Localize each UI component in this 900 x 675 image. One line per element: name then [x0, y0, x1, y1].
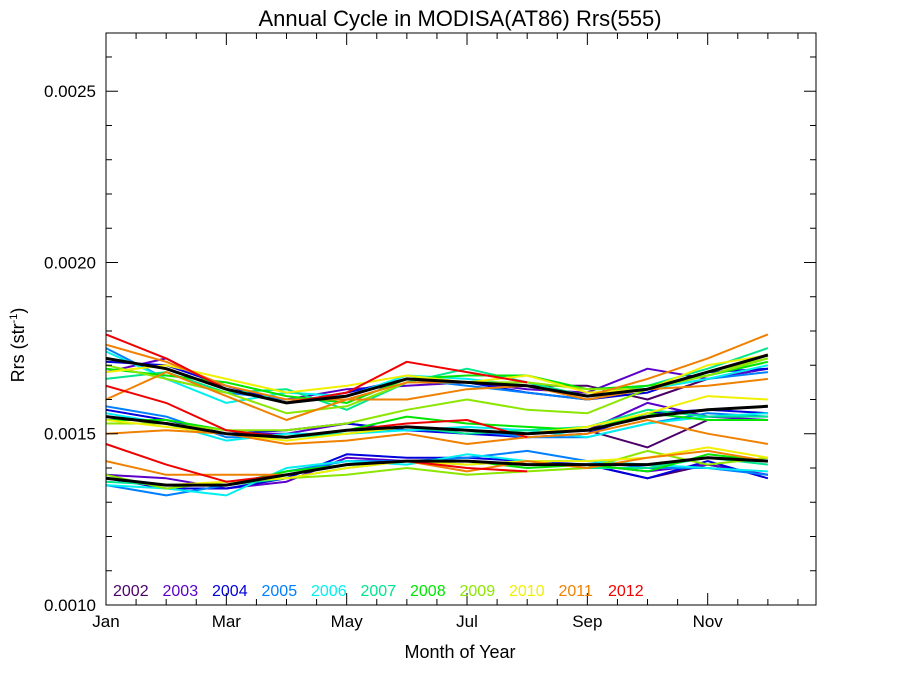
y-axis-label: Rrs (str-1): [8, 308, 28, 383]
legend-item-2012: 2012: [608, 583, 644, 600]
plot-frame: [105, 32, 817, 606]
x-axis-label: Month of Year: [404, 642, 515, 662]
legend-item-2003: 2003: [163, 583, 199, 600]
legend-item-2002: 2002: [113, 583, 149, 600]
legend-item-2006: 2006: [311, 583, 347, 600]
legend-item-2007: 2007: [361, 583, 397, 600]
legend-item-2011: 2011: [559, 583, 594, 600]
series-line-2012-high: [105, 333, 528, 404]
x-axis: Jan Mar May Jul Sep Nov: [92, 33, 799, 631]
y-tick-label: 0.0020: [44, 253, 96, 272]
y-tick-label: 0.0025: [44, 82, 96, 101]
series-line-2011-low: [105, 449, 769, 476]
series-line-2011-extra: [105, 343, 769, 401]
series-line-2004-low: [105, 453, 769, 490]
legend-item-2004: 2004: [212, 583, 248, 600]
plot-border: [105, 32, 817, 606]
y-tick-label: 0.0015: [44, 425, 96, 444]
x-tick-label: Jan: [92, 612, 119, 631]
series-line-2006-low: [105, 453, 768, 497]
legend-item-2009: 2009: [460, 583, 496, 600]
y-axis-label-main: Rrs (str: [8, 323, 28, 382]
y-axis-label-close: ): [8, 308, 28, 314]
legend-item-2010: 2010: [509, 583, 545, 600]
series-line-2011-high: [105, 333, 769, 421]
mean-line: [105, 353, 769, 405]
mean-line: [105, 404, 768, 439]
plot-lines: [105, 333, 769, 497]
x-tick-label: Jul: [456, 612, 478, 631]
x-tick-label: Sep: [572, 612, 602, 631]
chart-title: Annual Cycle in MODISA(AT86) Rrs(555): [258, 6, 661, 31]
legend: 2002 2003 2004 2005 2006 2007 2008 2009 2010 2011…: [113, 583, 644, 600]
y-tick-label: 0.0010: [44, 596, 96, 615]
x-tick-label: Nov: [693, 612, 724, 631]
x-tick-label: May: [331, 612, 364, 631]
mean-line: [105, 456, 768, 487]
x-tick-label: Mar: [212, 612, 242, 631]
y-axis-label-sup: -1: [8, 314, 20, 324]
legend-item-2005: 2005: [262, 583, 298, 600]
y-axis: 0.0010 0.0015 0.0020 0.0025: [44, 56, 816, 615]
legend-item-2008: 2008: [410, 583, 446, 600]
series-line-2007-high: [105, 347, 769, 411]
